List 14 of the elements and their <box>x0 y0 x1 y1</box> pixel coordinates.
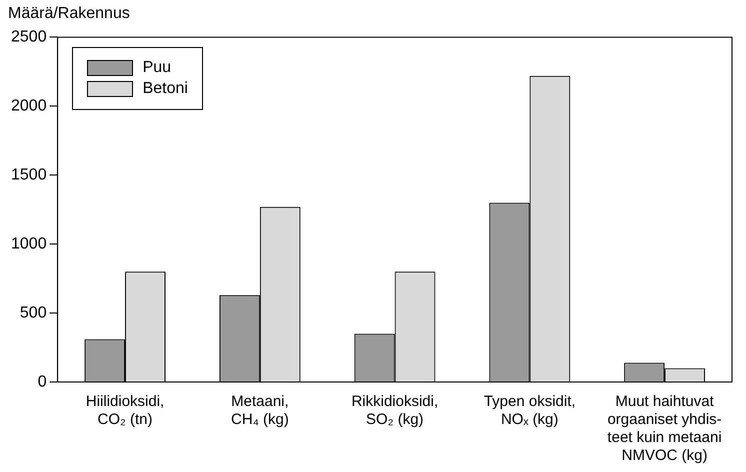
x-tick-label: Hiilidioksidi, CO₂ (tn) <box>86 393 164 428</box>
y-tick-label: 1000 <box>11 235 47 252</box>
y-tick-label: 2500 <box>11 28 47 46</box>
x-tick-label: Rikkidioksidi, SO₂ (kg) <box>351 393 438 428</box>
y-axis-title: Määrä/Rakennus <box>8 5 130 22</box>
x-tick-label: Muut haihtuvat orgaaniset yhdis- teet kuin metaani NMVOC (kg) <box>607 393 722 464</box>
x-tick-label: Metaani, CH₄ (kg) <box>231 393 289 428</box>
legend-label: Puu <box>142 59 172 78</box>
x-tick-label: Typen oksidit, NOₓ (kg) <box>484 393 576 428</box>
y-tick-label: 1500 <box>11 166 47 184</box>
y-tick-label: 500 <box>20 304 47 322</box>
legend-label: Betoni <box>142 80 188 98</box>
y-tick-label: 2000 <box>11 98 47 115</box>
y-tick-label: 0 <box>38 373 47 390</box>
